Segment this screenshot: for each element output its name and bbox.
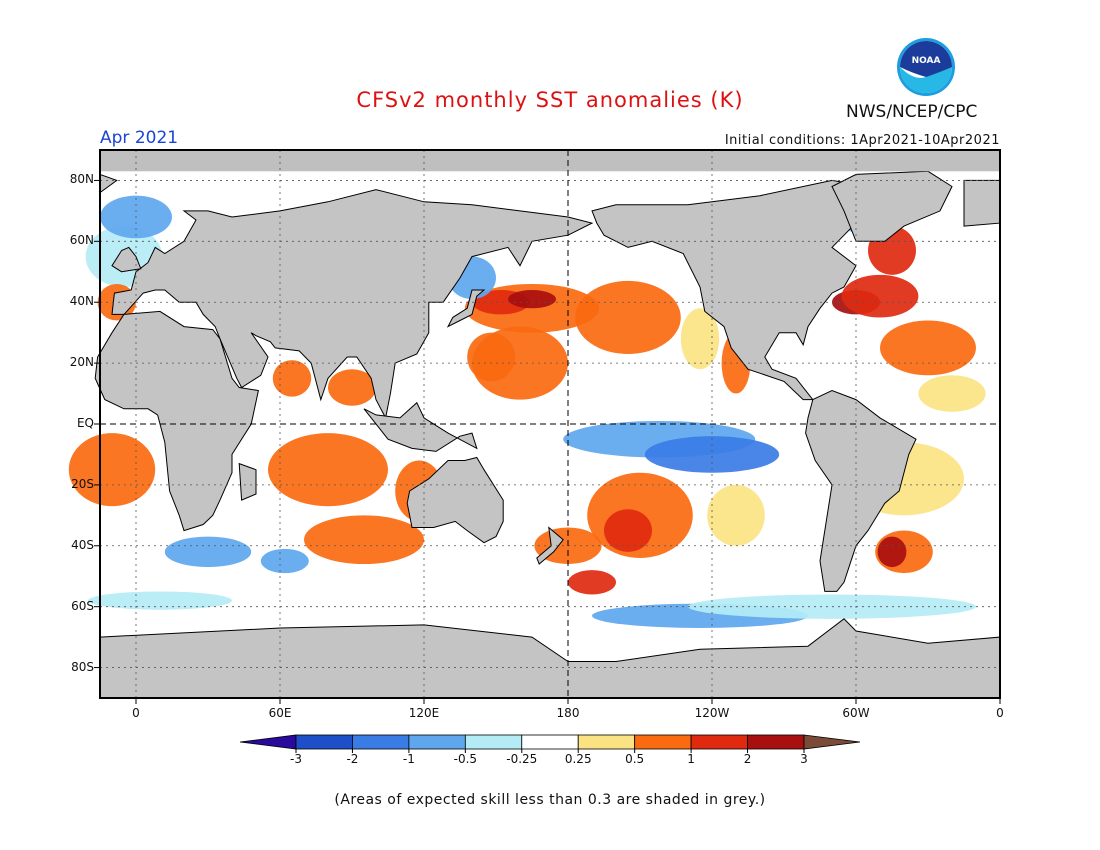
anomaly-south-atlantic-east-warm	[68, 433, 156, 507]
lat-label: EQ	[76, 416, 94, 430]
lon-label: 60E	[268, 706, 292, 720]
colorbar-lower-triangle	[239, 734, 297, 750]
lat-label: 40S	[71, 537, 94, 552]
anomaly-agulhas-cool	[164, 536, 252, 568]
colorbar-upper-triangle	[803, 734, 861, 750]
colorbar-bin	[577, 734, 636, 750]
colorbar-tick-label: -3	[290, 752, 302, 766]
colorbar-tick-label: -1	[402, 752, 415, 766]
land-greenland	[831, 170, 953, 242]
initial-conditions: Initial conditions: 1Apr2021-10Apr2021	[724, 133, 1000, 148]
anomaly-tropical-atlantic-yellow	[918, 375, 986, 412]
colorbar-bin	[408, 734, 466, 750]
anomaly-subtropic-atlantic-warm	[880, 320, 976, 376]
colorbar-bin	[352, 734, 410, 750]
lat-label: 60N	[69, 233, 94, 248]
lon-label: 180	[556, 706, 580, 720]
anomaly-south-indian-cool	[260, 548, 309, 574]
land-south-america	[805, 389, 917, 592]
anomaly-eq-pacific-core-cool	[644, 436, 780, 473]
skill-footnote: (Areas of expected skill less than 0.3 a…	[334, 792, 766, 808]
lat-label: 20S	[71, 476, 94, 491]
anomaly-south-pacific-hot	[568, 570, 616, 595]
colorbar-bin	[634, 734, 692, 750]
anomaly-kuroshio-peak	[508, 290, 556, 309]
lon-label: 0	[132, 706, 140, 720]
lon-label: 120E	[408, 706, 440, 720]
land-uk-ireland	[111, 246, 142, 273]
colorbar-tick-label: -0.5	[453, 752, 478, 766]
noaa-logo-icon: NOAA	[897, 38, 955, 96]
anomaly-philippine-sea-warm	[467, 332, 516, 382]
anomaly-bay-bengal-warm	[328, 369, 376, 406]
colorbar-tick-label: -0.25	[506, 752, 538, 766]
anomaly-south-indian-warm	[304, 515, 424, 565]
colorbar-bin	[690, 734, 748, 750]
arctic-no-skill	[100, 150, 1000, 172]
lon-label: 60W	[842, 706, 870, 720]
colorbar-tick-label: 0.25	[564, 752, 592, 766]
lat-label: 20N	[69, 355, 94, 370]
anomaly-gulf-stream	[841, 274, 919, 318]
anomaly-indian-warm	[268, 433, 388, 507]
lon-label: 120W	[694, 706, 730, 720]
forecast-month: Apr 2021	[100, 128, 179, 148]
anomaly-central-npac-warm	[575, 280, 681, 354]
lat-label: 60S	[71, 598, 94, 613]
colorbar-bin	[747, 734, 805, 750]
colorbar-bin	[464, 734, 523, 750]
lat-label: 80S	[71, 659, 94, 674]
colorbar-tick-label: 0.5	[625, 752, 645, 766]
anomaly-southern-ocean-ind-cool	[88, 591, 232, 610]
anomaly-swpac-core	[604, 509, 652, 552]
colorbar-tick-label: 1	[687, 752, 695, 766]
colorbar-tick-label: 2	[743, 752, 752, 766]
land-indonesia	[363, 401, 478, 452]
land-eurasia	[111, 189, 594, 420]
anomaly-southeast-pac-yellow	[707, 484, 765, 546]
lat-label: 40N	[69, 294, 94, 309]
land-australia	[406, 456, 504, 544]
land-japan	[446, 289, 486, 328]
anomaly-arabian-warm	[272, 360, 312, 397]
land-madagascar	[238, 462, 257, 501]
lon-label: 0	[996, 706, 1004, 720]
anomaly-subtropic-npac-yellow	[680, 308, 720, 370]
anomaly-malvinas-core	[877, 536, 907, 568]
colorbar-bin	[295, 734, 353, 750]
logo-text: NOAA	[912, 56, 941, 66]
org-label: NWS/NCEP/CPC	[846, 102, 978, 122]
colorbar-tick-label: 3	[800, 752, 808, 766]
colorbar-bin	[521, 734, 579, 750]
colorbar-tick-label: -2	[346, 752, 359, 766]
lat-label: 80N	[69, 172, 94, 187]
chart-title: CFSv2 monthly SST anomalies (K)	[356, 88, 744, 112]
